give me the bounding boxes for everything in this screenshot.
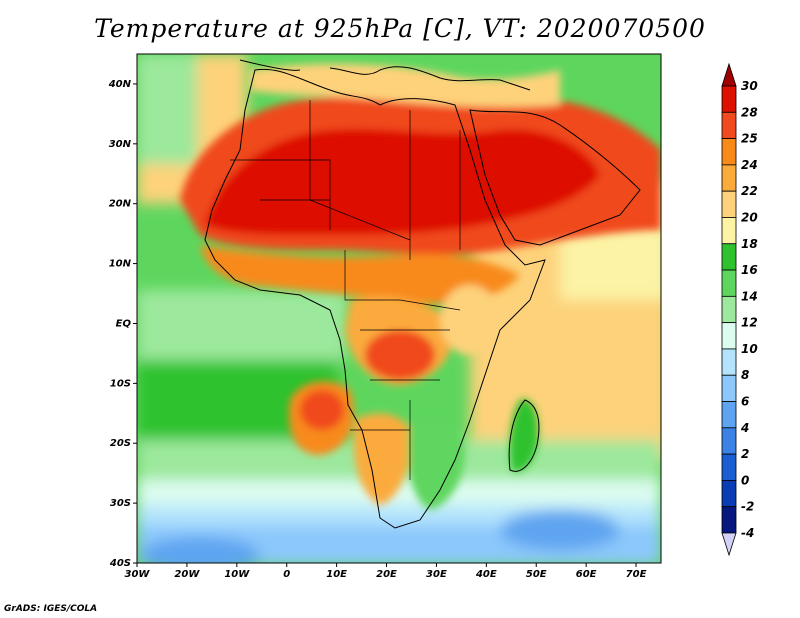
- field-sahel: [200, 245, 520, 304]
- lon-tick-label: 60E: [576, 569, 597, 580]
- field-kalahari: [353, 413, 411, 505]
- field-cold-cell-west: [140, 537, 260, 563]
- colorbar-label: 10: [741, 342, 758, 356]
- colorbar-label: 14: [741, 289, 758, 303]
- colorbar-label: 2: [741, 447, 749, 461]
- lat-tick-label: 40S: [109, 558, 131, 569]
- lon-tick-label: 10W: [224, 569, 250, 580]
- field-mediterranean: [250, 63, 560, 108]
- colorbar-top-triangle: [721, 62, 737, 87]
- colorbar-bottom-triangle: [721, 532, 737, 557]
- colorbar-label: 24: [741, 158, 758, 172]
- colorbar-label: 22: [741, 184, 758, 198]
- colorbar-label: 30: [741, 79, 758, 93]
- africa-coastline: [204, 68, 546, 529]
- colorbar-swatch: [721, 111, 737, 139]
- europe-coastline: [239, 59, 531, 91]
- lon-tick-label: 0: [283, 569, 290, 580]
- colorbar-label: 25: [741, 132, 758, 146]
- lon-tick-label: 40E: [475, 569, 497, 580]
- longitude-axis: 30W 20W 10W 0 10E 20E 30E 40E 50E 60E 70E: [125, 563, 647, 580]
- colorbar-swatch: [721, 348, 737, 376]
- field-congo-hot: [365, 330, 435, 380]
- field-south-east-africa: [408, 416, 465, 510]
- plot-frame: [136, 53, 662, 564]
- map-title: Temperature at 925hPa [C], VT: 202007050…: [94, 14, 706, 43]
- colorbar-swatch: [721, 427, 737, 455]
- lat-tick-label: 10S: [110, 378, 131, 389]
- colorbar-label: 18: [741, 237, 758, 251]
- colorbar-swatch: [721, 322, 737, 350]
- lat-tick-label: 40N: [108, 79, 132, 90]
- colorbar-swatch: [721, 506, 737, 534]
- colorbar-swatch: [721, 295, 737, 324]
- lon-tick-label: 20W: [174, 569, 200, 580]
- coastlines: [204, 59, 641, 529]
- colorbar-label: -4: [741, 526, 754, 540]
- colorbar-swatch: [721, 374, 737, 402]
- colorbar-swatch: [721, 243, 737, 271]
- colorbar-label: 28: [741, 105, 758, 119]
- lon-tick-label: 30W: [125, 569, 151, 580]
- colorbar-label: 4: [740, 421, 749, 435]
- lat-tick-label: 30S: [110, 498, 131, 509]
- field-guinea: [137, 290, 347, 360]
- lon-tick-label: 10E: [326, 569, 347, 580]
- colorbar-swatch: [721, 269, 737, 297]
- field-atlantic-cool: [137, 54, 197, 164]
- country-borders: [230, 100, 461, 480]
- colorbar-swatch: [721, 401, 737, 429]
- lon-tick-label: 30E: [426, 569, 447, 580]
- lat-tick-label: EQ: [116, 318, 132, 329]
- credit-text: GrADS: IGES/COLA: [4, 604, 98, 614]
- colorbar-swatch: [721, 480, 737, 508]
- colorbar-swatch: [721, 217, 737, 245]
- colorbar-label: -2: [741, 500, 754, 514]
- colorbar-swatch: [721, 138, 737, 166]
- latitude-axis: 40N 30N 20N 10N EQ 10S 20S 30S 40S: [108, 79, 137, 569]
- arabia-coastline: [469, 109, 641, 246]
- colorbar-label: 8: [741, 368, 749, 382]
- lat-tick-label: 10N: [109, 259, 132, 270]
- colorbar-label: 12: [741, 316, 758, 330]
- lon-tick-label: 70E: [626, 569, 647, 580]
- colorbar-label: 20: [741, 210, 758, 224]
- field-cold-cell-east: [500, 510, 620, 550]
- colorbar-swatch: [721, 190, 737, 218]
- lat-tick-label: 20N: [109, 199, 132, 210]
- lat-tick-label: 30N: [109, 139, 132, 150]
- field-east-africa-highlands: [440, 285, 500, 355]
- colorbar-swatch: [721, 453, 737, 481]
- lat-tick-label: 20S: [110, 438, 131, 449]
- field-namibia-hot: [300, 390, 344, 430]
- colorbar-label: 0: [741, 473, 749, 487]
- colorbar-label: 16: [741, 263, 758, 277]
- field-madagascar: [510, 399, 539, 472]
- colorbar-swatch: [721, 164, 737, 192]
- temperature-field: [137, 54, 661, 563]
- madagascar-coastline: [508, 399, 540, 472]
- colorbar-label: 6: [741, 395, 749, 409]
- lon-tick-label: 20E: [376, 569, 397, 580]
- lon-tick-label: 50E: [526, 569, 547, 580]
- field-sahara-hot: [205, 128, 600, 235]
- colorbar-swatch: [721, 85, 737, 113]
